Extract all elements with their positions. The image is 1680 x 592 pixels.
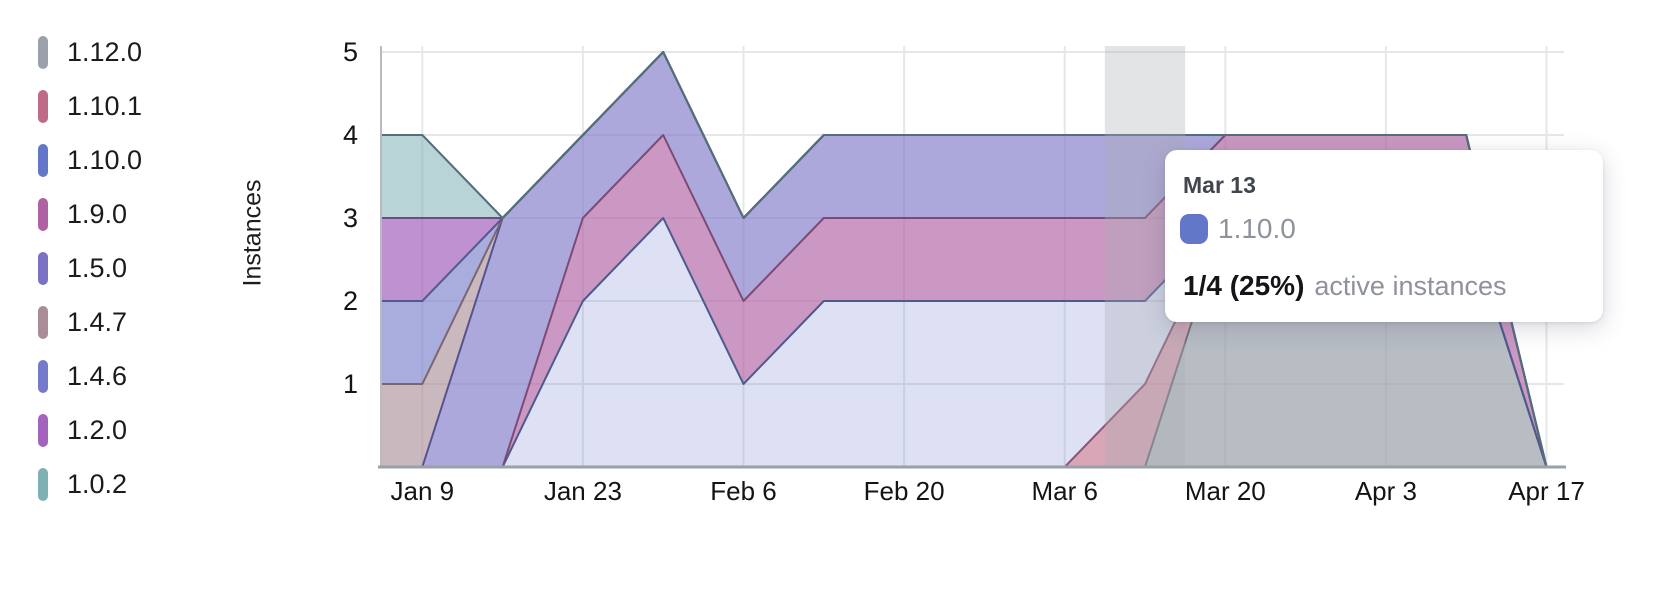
x-tick-label: Apr 3 <box>1354 476 1417 506</box>
tooltip-value: 1/4 (25%) <box>1183 270 1305 301</box>
legend-swatch-icon <box>38 467 48 501</box>
legend-swatch-icon <box>38 35 48 69</box>
legend-item-label: 1.4.7 <box>67 306 128 337</box>
y-tick-label: 3 <box>342 203 358 233</box>
y-tick-label: 1 <box>342 369 358 399</box>
x-tick-label: Jan 9 <box>390 476 455 506</box>
boundary-1.0.2 <box>381 51 1548 468</box>
tooltip-date: Mar 13 <box>1183 172 1256 198</box>
legend-item-label: 1.4.6 <box>67 360 128 391</box>
chart-legend: 1.12.0 1.10.1 1.10.0 1.9.0 1.5.0 1.4.7 1… <box>38 25 142 511</box>
legend-item-1-4-7[interactable]: 1.4.7 <box>38 295 142 349</box>
x-tick-label: Feb 6 <box>710 476 777 506</box>
y-tick-label: 4 <box>342 120 358 150</box>
tooltip-value-row: 1/4 (25%) active instances <box>1183 270 1507 302</box>
legend-swatch-icon <box>38 359 48 393</box>
legend-swatch-icon <box>38 251 48 285</box>
legend-item-label: 1.0.2 <box>67 468 128 499</box>
legend-item-1-0-2[interactable]: 1.0.2 <box>38 457 142 511</box>
x-tick-label: Apr 17 <box>1508 476 1585 506</box>
tooltip-series-swatch-icon <box>1180 214 1208 244</box>
legend-item-1-10-1[interactable]: 1.10.1 <box>38 79 142 133</box>
tooltip-value-label: active instances <box>1314 271 1507 301</box>
x-tick-label: Feb 20 <box>863 476 945 506</box>
x-tick-label: Mar 6 <box>1031 476 1098 506</box>
legend-item-label: 1.5.0 <box>67 252 128 283</box>
legend-swatch-icon <box>38 305 48 339</box>
y-tick-label: 5 <box>342 37 358 67</box>
legend-item-label: 1.12.0 <box>67 36 143 67</box>
chart-tooltip: Mar 13 1.10.0 1/4 (25%) active instances <box>1165 150 1603 322</box>
legend-item-label: 1.9.0 <box>67 198 128 229</box>
tooltip-series-name: 1.10.0 <box>1218 213 1296 244</box>
legend-swatch-icon <box>38 143 48 177</box>
area-1.10.0[interactable] <box>342 218 1547 467</box>
legend-item-1-2-0[interactable]: 1.2.0 <box>38 403 142 457</box>
legend-swatch-icon <box>38 197 48 231</box>
x-tick-label: Mar 20 <box>1184 476 1266 506</box>
legend-item-1-12-0[interactable]: 1.12.0 <box>38 25 142 79</box>
legend-swatch-icon <box>38 413 48 447</box>
x-tick-label: Jan 23 <box>543 476 622 506</box>
legend-item-1-9-0[interactable]: 1.9.0 <box>38 187 142 241</box>
legend-item-label: 1.10.1 <box>67 90 143 121</box>
tooltip-series-row: 1.10.0 <box>1180 214 1296 244</box>
y-tick-label: 2 <box>342 286 358 316</box>
legend-swatch-icon <box>38 89 48 123</box>
legend-item-1-5-0[interactable]: 1.5.0 <box>38 241 142 295</box>
y-axis-title: Instances <box>238 179 267 287</box>
legend-item-1-4-6[interactable]: 1.4.6 <box>38 349 142 403</box>
legend-item-label: 1.2.0 <box>67 414 128 445</box>
legend-item-1-10-0[interactable]: 1.10.0 <box>38 133 142 187</box>
legend-item-label: 1.10.0 <box>67 144 143 175</box>
